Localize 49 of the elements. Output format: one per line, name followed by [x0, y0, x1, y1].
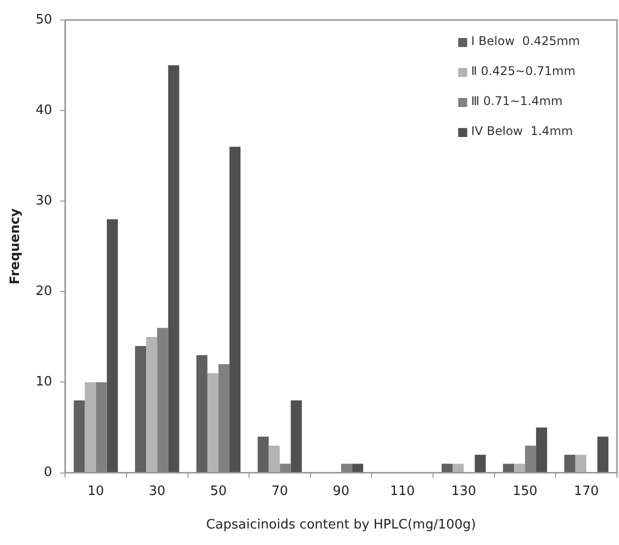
x-tick-label: 30 — [148, 484, 166, 499]
x-tick-label: 50 — [210, 484, 227, 499]
bar — [280, 464, 291, 472]
legend-label: Ⅲ 0.71~1.4mm — [471, 94, 563, 108]
bar — [502, 464, 514, 472]
legend-label: Ⅱ 0.425~0.71mm — [471, 64, 576, 78]
bar — [452, 464, 464, 472]
bar — [168, 65, 180, 472]
y-tick-label: 0 — [44, 465, 52, 480]
x-tick-label: 70 — [271, 484, 288, 499]
x-tick-label: 110 — [390, 484, 415, 499]
bar — [207, 373, 218, 472]
bar — [268, 446, 280, 472]
x-axis-title: Capsaicinoids content by HPLC(mg/100g) — [206, 518, 476, 533]
bar — [290, 400, 302, 472]
bar — [536, 428, 548, 472]
bar — [84, 382, 96, 472]
y-axis-title: Frequency — [8, 208, 24, 284]
bar — [597, 436, 608, 472]
bar — [106, 219, 118, 472]
y-tick-label: 40 — [36, 102, 52, 118]
bar — [218, 364, 230, 472]
bar — [96, 382, 107, 472]
bar — [229, 146, 241, 472]
bar — [564, 454, 576, 472]
bar — [196, 355, 208, 472]
bar — [525, 446, 536, 472]
bar — [74, 400, 85, 472]
y-tick-label: 20 — [36, 284, 52, 300]
bar — [474, 454, 486, 472]
bar — [135, 346, 146, 472]
x-tick-label: 10 — [88, 484, 104, 499]
y-tick-label: 30 — [36, 193, 52, 208]
bar — [352, 464, 364, 472]
bar — [575, 454, 586, 472]
bar — [514, 464, 526, 472]
bar — [341, 464, 352, 472]
bar — [442, 464, 453, 472]
legend-label: I Below 0.425mm — [471, 34, 580, 48]
bar — [258, 436, 269, 472]
y-tick-label: 50 — [36, 12, 52, 28]
x-tick-label: 150 — [512, 484, 538, 499]
legend-label: IV Below 1.4mm — [471, 124, 573, 138]
bar — [146, 336, 158, 472]
x-tick-label: 130 — [451, 484, 476, 499]
bar — [157, 328, 168, 472]
x-tick-label: 170 — [574, 484, 599, 499]
x-tick-label: 90 — [332, 484, 350, 499]
y-tick-label: 10 — [36, 374, 52, 390]
